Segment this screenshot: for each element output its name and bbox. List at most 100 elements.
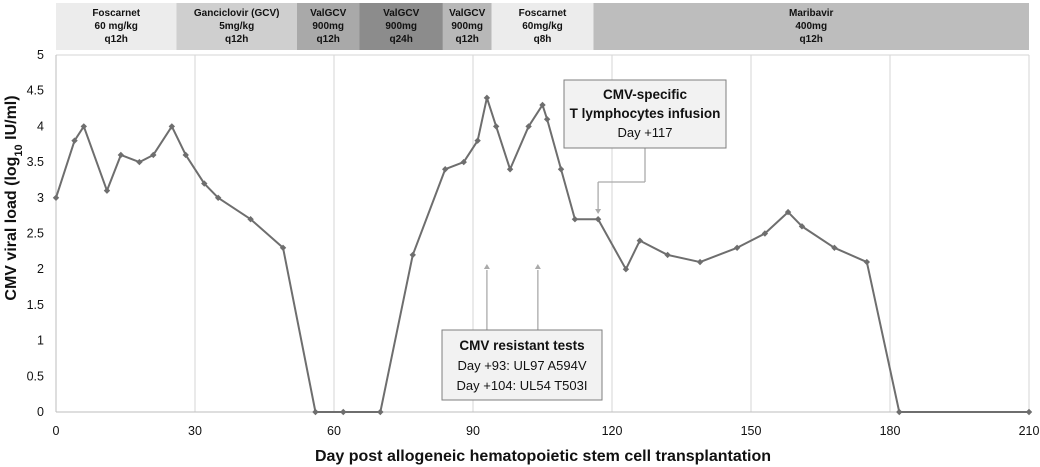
data-point [201, 180, 208, 187]
y-tick-label: 2.5 [27, 227, 44, 241]
y-tick-label: 2 [37, 262, 44, 276]
data-point [279, 244, 287, 251]
treatment-band-label: 5mg/kg [219, 21, 254, 32]
annotation-text: CMV-specific [603, 87, 688, 102]
data-point [168, 123, 176, 130]
data-point [733, 244, 741, 251]
treatment-band-label: 60mg/kg [522, 21, 563, 32]
y-tick-label: 1 [37, 334, 44, 348]
data-point [492, 123, 500, 130]
data-point [784, 208, 792, 216]
data-point [571, 216, 579, 223]
data-point [377, 408, 384, 416]
annotation-text: T lymphocytes infusion [570, 106, 721, 121]
treatment-band-label: ValGCV [449, 8, 485, 19]
data-point [761, 230, 769, 237]
treatment-band-label: 900mg [385, 21, 417, 32]
arrow-head [534, 264, 541, 269]
treatment-bands: Foscarnet 60 mg/kg q12h Ganciclovir (GCV) 5m… [56, 3, 1029, 50]
data-point [557, 166, 565, 173]
data-point [182, 151, 189, 159]
treatment-band [176, 3, 297, 50]
data-point [863, 258, 871, 266]
annotation-text: CMV resistant tests [459, 338, 584, 353]
treatment-band-label: q24h [390, 34, 413, 45]
y-tick-label: 1.5 [27, 298, 44, 312]
data-point [543, 116, 551, 123]
data-point [506, 166, 514, 173]
annotation-box [563, 79, 727, 149]
treatment-band [359, 3, 443, 50]
treatment-band-label: q12h [317, 34, 340, 45]
treatment-band [442, 3, 492, 50]
data-point [622, 266, 630, 273]
treatment-band-label: q12h [800, 34, 823, 45]
data-point [103, 187, 111, 194]
x-tick-label: 60 [327, 424, 341, 438]
data-point [71, 137, 78, 144]
treatment-band-label: Foscarnet [519, 8, 567, 19]
treatment-band-label: ValGCV [310, 8, 346, 19]
y-tick-label: 4 [37, 119, 44, 133]
data-point [80, 123, 87, 130]
treatment-band-label: q12h [456, 34, 479, 45]
y-tick-label: 5 [37, 48, 44, 62]
data-point [594, 216, 602, 223]
data-point [442, 166, 449, 173]
y-axis-label-subscript: 10 [13, 144, 25, 156]
y-axis-label-main: CMV viral load (log [3, 157, 20, 301]
treatment-band-label: q12h [225, 34, 248, 45]
data-point [460, 158, 467, 166]
data-point [483, 94, 491, 102]
y-tick-label: 4.5 [27, 84, 44, 98]
data-point [409, 251, 416, 259]
treatment-band-label: q8h [534, 34, 552, 45]
x-axis-label: Day post allogeneic hematopoietic stem c… [315, 448, 771, 465]
data-point [52, 194, 60, 201]
annotation-text: Day +93: UL97 A594V [457, 358, 586, 373]
x-tick-label: 120 [602, 424, 623, 438]
y-axis-label: CMV viral load (log10 IU/ml) [3, 95, 25, 300]
y-axis-label-tail: IU/ml) [3, 95, 20, 144]
annotations: CMV-specific T lymphocytes infusion Day +1… [441, 79, 727, 401]
treatment-band [593, 3, 1029, 50]
treatment-band [56, 3, 177, 50]
x-tick-label: 30 [188, 424, 202, 438]
axis-labels: CMV viral load (log10 IU/ml) Day post al… [3, 95, 771, 465]
data-point [539, 101, 546, 109]
treatment-band-label: ValGCV [383, 8, 419, 19]
x-tick-label: 210 [1019, 424, 1040, 438]
treatment-band-label: Maribavir [789, 8, 834, 19]
y-tick-label: 3 [37, 191, 44, 205]
data-point [636, 237, 643, 244]
data-point [214, 194, 222, 201]
treatment-band-label: Ganciclovir (GCV) [194, 8, 280, 19]
arrow-head [595, 209, 602, 214]
data-point [696, 258, 704, 266]
data-point [525, 123, 532, 130]
data-point [831, 244, 838, 251]
x-tick-label: 0 [53, 424, 60, 438]
axes: 0 0.5 1 1.5 2 2.5 3 3.5 4 4.5 5 0 30 60 90 120 150 180 210 [27, 48, 1040, 438]
x-tick-label: 180 [880, 424, 901, 438]
data-point [664, 251, 671, 259]
x-tick-label: 90 [466, 424, 480, 438]
data-point [1025, 408, 1033, 416]
treatment-band-label: Foscarnet [92, 8, 140, 19]
treatment-band-label: 60 mg/kg [95, 21, 138, 32]
treatment-band [491, 3, 594, 50]
treatment-band-label: q12h [105, 34, 128, 45]
series-layer [52, 94, 1033, 416]
data-point [896, 408, 903, 416]
y-tick-label: 0.5 [27, 369, 44, 383]
data-point [340, 408, 347, 416]
treatment-band [296, 3, 360, 50]
data-point [312, 408, 319, 416]
data-point [150, 151, 157, 159]
x-tick-label: 150 [741, 424, 762, 438]
grid [56, 54, 1030, 412]
data-point [136, 158, 143, 166]
annotation-box [441, 329, 603, 401]
arrow-head [483, 264, 490, 269]
